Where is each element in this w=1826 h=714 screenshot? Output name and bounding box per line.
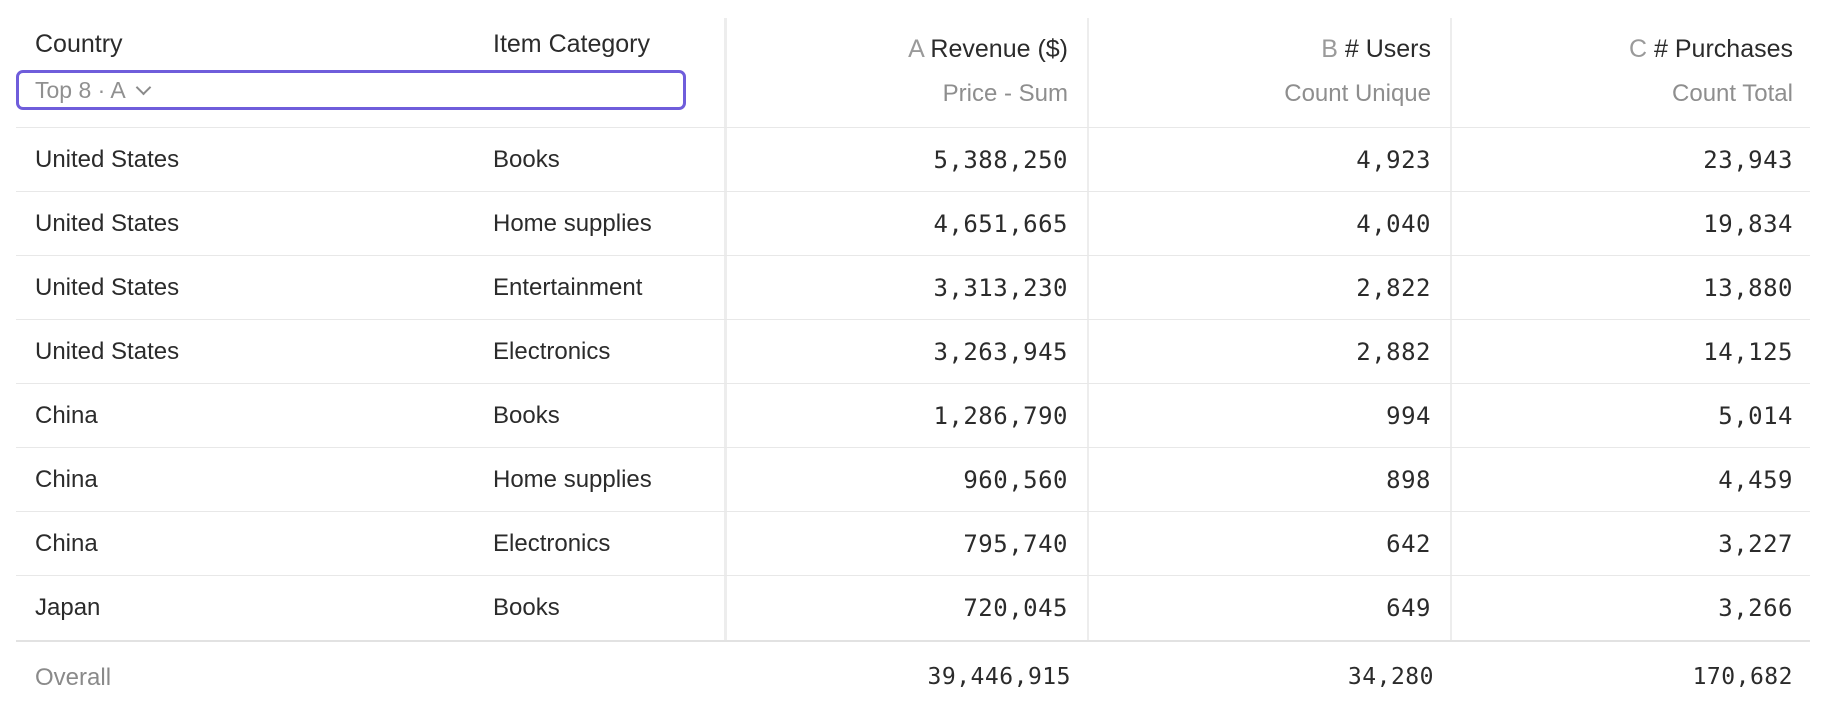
revenue-cell: 720,045 (963, 594, 1068, 622)
users-cell: 649 (1386, 594, 1431, 622)
revenue-cell: 960,560 (963, 466, 1068, 494)
header-divider (16, 127, 1810, 128)
table-row[interactable]: United States Entertainment 3,313,230 2,… (0, 256, 1826, 320)
chevron-down-icon (135, 79, 152, 95)
metric-letter: B (1321, 35, 1338, 63)
category-cell: Home supplies (493, 466, 652, 493)
revenue-cell: 5,388,250 (933, 146, 1068, 174)
table-row[interactable]: China Books 1,286,790 994 5,014 (0, 384, 1826, 448)
metric-title: # Users (1344, 35, 1431, 63)
table-row[interactable]: United States Books 5,388,250 4,923 23,9… (0, 128, 1826, 192)
metric-subtitle-purchases: Count Total (1672, 80, 1793, 107)
column-divider (724, 18, 727, 642)
column-header-purchases[interactable]: C # Purchases (1629, 35, 1793, 64)
row-divider (16, 383, 1810, 384)
table-row[interactable]: United States Electronics 3,263,945 2,88… (0, 320, 1826, 384)
category-cell: Home supplies (493, 210, 652, 237)
metric-subtitle-users: Count Unique (1284, 80, 1431, 107)
row-divider (16, 447, 1810, 448)
users-cell: 642 (1386, 530, 1431, 558)
purchases-cell: 14,125 (1703, 338, 1793, 366)
country-cell: China (35, 530, 98, 557)
category-cell: Books (493, 402, 560, 429)
overall-label: Overall (35, 664, 112, 691)
revenue-cell: 1,286,790 (933, 402, 1068, 430)
overall-purchases: 170,682 (1692, 664, 1793, 690)
metric-subtitle-revenue: Price - Sum (942, 80, 1068, 107)
revenue-cell: 3,263,945 (933, 338, 1068, 366)
table-row[interactable]: China Home supplies 960,560 898 4,459 (0, 448, 1826, 512)
category-cell: Entertainment (493, 274, 643, 301)
users-cell: 2,822 (1356, 274, 1431, 302)
revenue-cell: 4,651,665 (933, 210, 1068, 238)
country-cell: United States (35, 210, 180, 237)
row-divider (16, 255, 1810, 256)
metric-letter: A (908, 35, 924, 63)
row-divider (16, 319, 1810, 320)
category-cell: Electronics (493, 338, 611, 365)
users-cell: 4,923 (1356, 146, 1431, 174)
row-divider (16, 511, 1810, 512)
overall-users: 34,280 (1347, 664, 1434, 690)
metric-letter: C (1629, 35, 1648, 63)
purchases-cell: 3,227 (1718, 530, 1793, 558)
metric-title: # Purchases (1654, 35, 1793, 63)
purchases-cell: 19,834 (1703, 210, 1793, 238)
purchases-cell: 4,459 (1718, 466, 1793, 494)
category-cell: Electronics (493, 530, 611, 557)
column-divider (1450, 18, 1452, 642)
row-divider (16, 575, 1810, 576)
country-cell: United States (35, 146, 180, 173)
purchases-cell: 23,943 (1703, 146, 1793, 174)
country-cell: Japan (35, 594, 101, 621)
column-divider (1087, 18, 1089, 642)
column-header-users[interactable]: B # Users (1321, 35, 1431, 64)
country-cell: China (35, 466, 98, 493)
top-n-selector[interactable]: Top 8 · A (16, 70, 686, 110)
category-cell: Books (493, 146, 560, 173)
overall-revenue: 39,446,915 (927, 664, 1071, 690)
users-cell: 898 (1386, 466, 1431, 494)
category-cell: Books (493, 594, 560, 621)
purchases-cell: 3,266 (1718, 594, 1793, 622)
users-cell: 4,040 (1356, 210, 1431, 238)
country-cell: China (35, 402, 98, 429)
top-n-label: Top 8 · A (35, 76, 126, 103)
overall-divider (16, 640, 1810, 642)
revenue-cell: 3,313,230 (933, 274, 1068, 302)
table-row[interactable]: Japan Books 720,045 649 3,266 (0, 576, 1826, 640)
users-cell: 994 (1386, 402, 1431, 430)
column-header-revenue[interactable]: A Revenue ($) (908, 35, 1068, 64)
metric-title: Revenue ($) (930, 35, 1068, 63)
revenue-cell: 795,740 (963, 530, 1068, 558)
purchases-cell: 13,880 (1703, 274, 1793, 302)
purchases-cell: 5,014 (1718, 402, 1793, 430)
users-cell: 2,882 (1356, 338, 1431, 366)
country-cell: United States (35, 274, 180, 301)
column-header-country[interactable]: Country (35, 30, 123, 58)
column-header-item-category[interactable]: Item Category (493, 30, 651, 58)
table-row[interactable]: China Electronics 795,740 642 3,227 (0, 512, 1826, 576)
country-cell: United States (35, 338, 180, 365)
table-row[interactable]: United States Home supplies 4,651,665 4,… (0, 192, 1826, 256)
row-divider (16, 191, 1810, 192)
